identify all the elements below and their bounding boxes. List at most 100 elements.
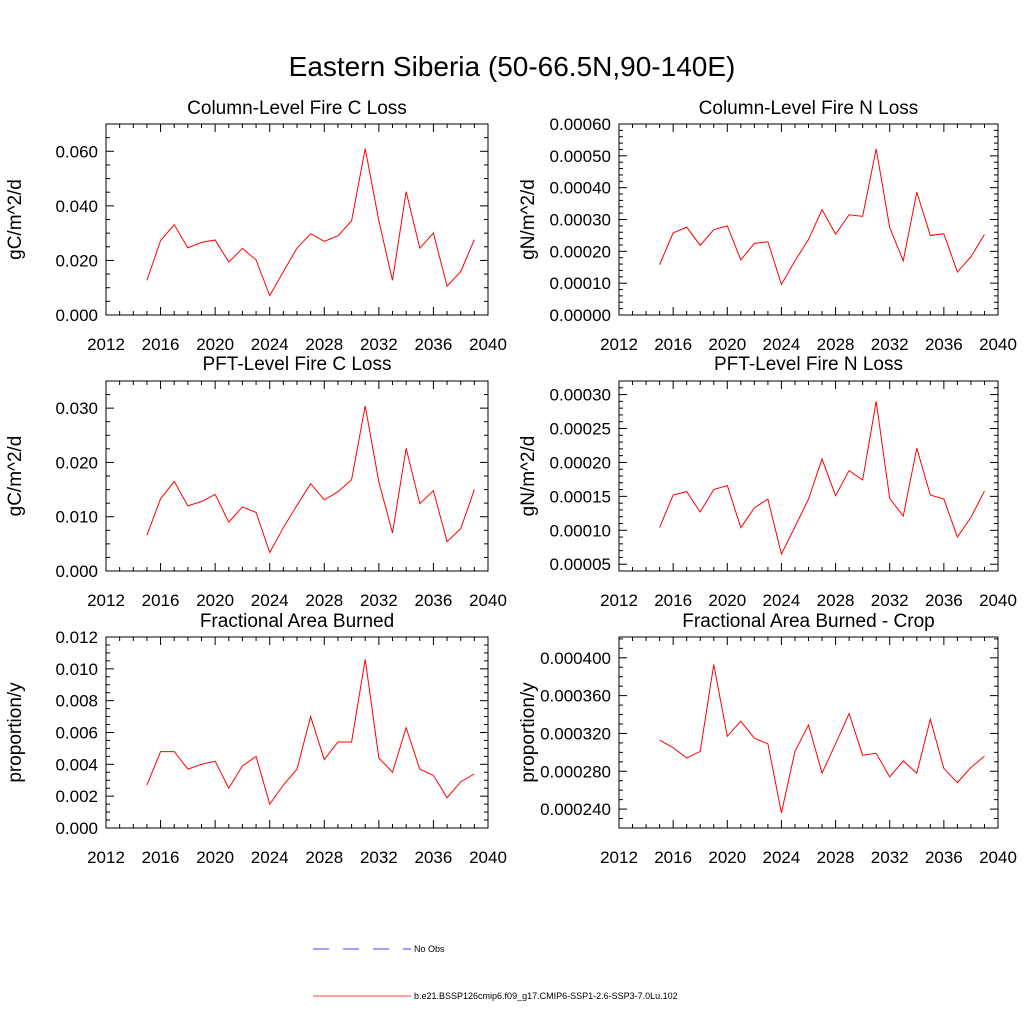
x-tick-label: 2016 xyxy=(142,848,180,867)
y-tick-label: 0.00010 xyxy=(550,521,611,540)
x-tick-label: 2012 xyxy=(600,591,638,610)
y-axis-label: proportion/y xyxy=(5,682,26,783)
y-tick-label: 0.010 xyxy=(55,508,98,527)
panel-title: Column-Level Fire C Loss xyxy=(187,98,407,119)
x-tick-label: 2012 xyxy=(87,848,125,867)
x-tick-label: 2032 xyxy=(360,591,398,610)
x-tick-label: 2028 xyxy=(305,591,343,610)
y-axis-label: gC/m^2/d xyxy=(5,436,26,517)
y-tick-label: 0.00050 xyxy=(550,147,611,166)
series-line-1 xyxy=(146,148,475,297)
y-tick-label: 0.00010 xyxy=(550,274,611,293)
x-tick-label: 2020 xyxy=(196,335,234,354)
y-tick-label: 0.012 xyxy=(55,628,98,647)
x-tick-label: 2016 xyxy=(142,335,180,354)
x-tick-label: 2040 xyxy=(469,335,507,354)
x-tick-label: 2040 xyxy=(979,591,1017,610)
x-tick-label: 2028 xyxy=(817,848,855,867)
panel-title: PFT-Level Fire N Loss xyxy=(714,354,903,375)
chart-panel-6: Fractional Area Burned - Crop proportion/… xyxy=(518,611,1017,867)
x-tick-label: 2016 xyxy=(654,335,692,354)
y-tick-label: 0.010 xyxy=(55,660,98,679)
y-tick-label: 0.00020 xyxy=(550,242,611,261)
y-axis-label: proportion/y xyxy=(518,682,539,783)
x-tick-label: 2036 xyxy=(415,335,453,354)
x-tick-label: 2036 xyxy=(925,335,963,354)
y-tick-label: 0.000 xyxy=(55,306,98,325)
x-tick-label: 2012 xyxy=(600,335,638,354)
x-tick-label: 2020 xyxy=(708,335,746,354)
x-tick-label: 2016 xyxy=(654,848,692,867)
x-tick-label: 2024 xyxy=(251,591,289,610)
x-tick-label: 2024 xyxy=(251,335,289,354)
y-tick-label: 0.00015 xyxy=(550,487,611,506)
y-tick-label: 0.00060 xyxy=(550,115,611,134)
panel-title: Fractional Area Burned xyxy=(200,611,394,632)
y-tick-label: 0.000320 xyxy=(540,724,611,743)
y-tick-label: 0.040 xyxy=(55,197,98,216)
x-tick-label: 2032 xyxy=(871,591,909,610)
x-tick-label: 2040 xyxy=(469,848,507,867)
y-tick-label: 0.00000 xyxy=(550,306,611,325)
chart-panel-5: Fractional Area Burned proportion/y 2012 20… xyxy=(5,611,507,867)
y-tick-label: 0.00030 xyxy=(550,211,611,230)
series-line-1 xyxy=(146,659,475,806)
x-tick-label: 2016 xyxy=(142,591,180,610)
panels: Column-Level Fire C Loss gC/m^2/d 2012 2016… xyxy=(5,98,1017,867)
y-axis-label: gN/m^2/d xyxy=(518,436,539,517)
x-tick-label: 2040 xyxy=(979,848,1017,867)
x-tick-label: 2024 xyxy=(763,335,801,354)
legend-label-model: b.e21.BSSP126cmip6.f09_g17.CMIP6-SSP1-2.… xyxy=(414,991,678,1001)
y-tick-label: 0.00020 xyxy=(550,453,611,472)
x-tick-label: 2036 xyxy=(925,848,963,867)
y-tick-label: 0.00025 xyxy=(550,420,611,439)
x-tick-label: 2016 xyxy=(654,591,692,610)
y-tick-label: 0.002 xyxy=(55,787,98,806)
x-tick-label: 2036 xyxy=(415,848,453,867)
y-tick-label: 0.000 xyxy=(55,819,98,838)
y-tick-label: 0.006 xyxy=(55,724,98,743)
y-axis-label: gC/m^2/d xyxy=(5,179,26,260)
y-tick-label: 0.000280 xyxy=(540,762,611,781)
chart-panel-2: Column-Level Fire N Loss gN/m^2/d 2012 2016… xyxy=(518,98,1017,354)
y-tick-label: 0.030 xyxy=(55,399,98,418)
y-tick-label: 0.060 xyxy=(55,142,98,161)
x-tick-label: 2036 xyxy=(415,591,453,610)
y-tick-label: 0.020 xyxy=(55,251,98,270)
y-tick-label: 0.000400 xyxy=(540,649,611,668)
x-tick-label: 2012 xyxy=(87,591,125,610)
series-line-1 xyxy=(146,405,475,554)
y-tick-label: 0.00040 xyxy=(550,179,611,198)
x-tick-label: 2020 xyxy=(708,591,746,610)
y-tick-label: 0.00005 xyxy=(550,555,611,574)
series-line-1 xyxy=(659,148,985,286)
panel-title: Column-Level Fire N Loss xyxy=(699,98,919,119)
y-tick-label: 0.000 xyxy=(55,562,98,581)
x-tick-label: 2032 xyxy=(360,848,398,867)
chart-panel-3: PFT-Level Fire C Loss gC/m^2/d 2012 2016 202… xyxy=(5,354,507,610)
x-tick-label: 2040 xyxy=(469,591,507,610)
y-tick-label: 0.020 xyxy=(55,453,98,472)
x-tick-label: 2028 xyxy=(305,848,343,867)
x-tick-label: 2028 xyxy=(817,335,855,354)
x-tick-label: 2024 xyxy=(763,848,801,867)
y-tick-label: 0.008 xyxy=(55,692,98,711)
y-tick-label: 0.000240 xyxy=(540,800,611,819)
x-tick-label: 2020 xyxy=(196,591,234,610)
y-tick-label: 0.004 xyxy=(55,755,98,774)
x-tick-label: 2020 xyxy=(196,848,234,867)
x-tick-label: 2024 xyxy=(251,848,289,867)
page-title: Eastern Siberia (50-66.5N,90-140E) xyxy=(289,51,736,82)
y-axis-label: gN/m^2/d xyxy=(518,179,539,260)
x-tick-label: 2028 xyxy=(817,591,855,610)
x-tick-label: 2032 xyxy=(871,335,909,354)
x-tick-label: 2012 xyxy=(600,848,638,867)
chart-panel-4: PFT-Level Fire N Loss gN/m^2/d 2012 2016 202… xyxy=(518,354,1017,610)
x-tick-label: 2024 xyxy=(763,591,801,610)
panel-title: PFT-Level Fire C Loss xyxy=(203,354,392,375)
series-line-1 xyxy=(659,664,985,813)
legend-label-no-obs: No Obs xyxy=(414,944,445,954)
panel-title: Fractional Area Burned - Crop xyxy=(682,611,934,632)
x-tick-label: 2040 xyxy=(979,335,1017,354)
